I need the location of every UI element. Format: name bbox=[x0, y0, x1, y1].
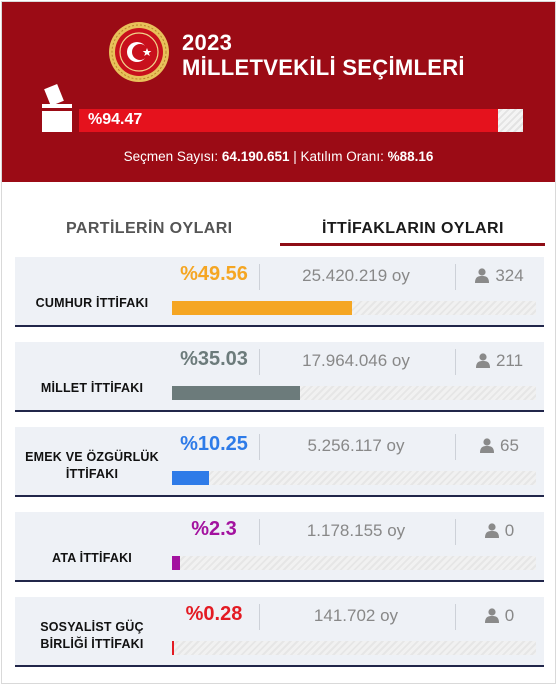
alliance-progress-bar bbox=[172, 301, 536, 315]
alliance-percent: %49.56 bbox=[180, 263, 248, 285]
alliance-percent: %35.03 bbox=[180, 348, 248, 370]
ballot-box-icon bbox=[42, 84, 72, 132]
seat-count: 0 bbox=[504, 606, 515, 625]
alliance-percent: %10.25 bbox=[180, 433, 248, 455]
alliance-seats: 0 bbox=[455, 606, 544, 626]
column-divider bbox=[259, 434, 260, 460]
alliance-name: EMEK VE ÖZGÜRLÜK İTTİFAKI bbox=[25, 450, 159, 481]
alliance-name: CUMHUR İTTİFAKI bbox=[35, 296, 149, 310]
alliance-seats: 0 bbox=[455, 521, 544, 541]
alliance-progress-fill bbox=[172, 556, 181, 570]
alliance-row: EMEK VE ÖZGÜRLÜK İTTİFAKI %10.25 5.256.117… bbox=[15, 427, 544, 497]
column-divider bbox=[259, 264, 260, 290]
stats-separator: | bbox=[293, 149, 297, 164]
title-year: 2023 bbox=[182, 30, 233, 55]
alliance-seats: 65 bbox=[455, 436, 544, 456]
person-icon bbox=[484, 608, 499, 623]
turnout-progress-bar bbox=[79, 109, 523, 132]
seat-count: 0 bbox=[504, 521, 515, 540]
alliance-row: CUMHUR İTTİFAKI %49.56 25.420.219 oy 324 bbox=[15, 257, 544, 327]
alliance-votes: 1.178.155 oy bbox=[306, 521, 406, 540]
turnout-rate-label: Katılım Oranı: bbox=[300, 149, 384, 164]
column-divider bbox=[455, 349, 456, 375]
person-icon bbox=[484, 523, 499, 538]
column-divider bbox=[455, 264, 456, 290]
column-divider bbox=[259, 604, 260, 630]
alliance-votes: 141.702 oy bbox=[313, 606, 399, 625]
column-divider bbox=[259, 349, 260, 375]
voter-stats: Seçmen Sayısı: 64.190.651 | Katılım Oran… bbox=[2, 149, 555, 164]
seat-count: 211 bbox=[495, 351, 524, 370]
person-icon bbox=[480, 438, 495, 453]
alliance-seats: 324 bbox=[455, 266, 544, 286]
tab-parties[interactable]: PARTİLERİN OYLARI bbox=[66, 220, 233, 237]
alliance-progress-bar bbox=[172, 386, 536, 400]
alliance-row: ATA İTTİFAKI %2.3 1.178.155 oy 0 bbox=[15, 512, 544, 582]
column-divider bbox=[259, 519, 260, 545]
active-tab-indicator bbox=[280, 243, 545, 246]
alliance-name: ATA İTTİFAKI bbox=[52, 551, 132, 565]
column-divider bbox=[455, 434, 456, 460]
seat-count: 65 bbox=[500, 436, 519, 455]
column-divider bbox=[455, 604, 456, 630]
alliance-progress-bar bbox=[172, 471, 536, 485]
page-title: MİLLETVEKİLİ SEÇİMLERİ bbox=[182, 55, 465, 80]
alliance-percent: %2.3 bbox=[191, 518, 237, 540]
alliance-progress-bar bbox=[172, 556, 536, 570]
turnout-progress-fill bbox=[79, 109, 499, 132]
alliance-progress-fill bbox=[172, 301, 353, 315]
voters-label: Seçmen Sayısı: bbox=[123, 149, 219, 164]
alliance-row: SOSYALİST GÜÇ BİRLİĞİ İTTİFAKI %0.28 141.7… bbox=[15, 597, 544, 667]
alliance-votes: 5.256.117 oy bbox=[307, 436, 405, 455]
alliance-name: MİLLET İTTİFAKI bbox=[40, 381, 144, 395]
column-divider bbox=[455, 519, 456, 545]
alliance-votes: 17.964.046 oy bbox=[302, 351, 410, 370]
alliance-progress-fill bbox=[172, 386, 300, 400]
alliance-votes: 25.420.219 oy bbox=[302, 266, 410, 285]
tab-alliances[interactable]: İTTİFAKLARIN OYLARI bbox=[322, 220, 504, 237]
header: 2023 MİLLETVEKİLİ SEÇİMLERİ %94.47 Seçme… bbox=[2, 2, 555, 182]
alliance-seats: 211 bbox=[455, 351, 544, 371]
person-icon bbox=[475, 268, 490, 283]
alliance-progress-bar bbox=[172, 641, 536, 655]
alliance-progress-fill bbox=[172, 641, 174, 655]
parliament-emblem-icon bbox=[109, 22, 169, 82]
alliance-progress-fill bbox=[172, 471, 210, 485]
alliance-percent: %0.28 bbox=[185, 603, 243, 625]
voters-value: 64.190.651 bbox=[221, 149, 290, 164]
turnout-rate-value: %88.16 bbox=[387, 149, 434, 164]
alliance-row: MİLLET İTTİFAKI %35.03 17.964.046 oy 211 bbox=[15, 342, 544, 412]
person-icon bbox=[475, 353, 490, 368]
alliance-name: SOSYALİST GÜÇ BİRLİĞİ İTTİFAKI bbox=[40, 620, 144, 651]
turnout-percent: %94.47 bbox=[88, 111, 143, 128]
seat-count: 324 bbox=[495, 266, 524, 285]
